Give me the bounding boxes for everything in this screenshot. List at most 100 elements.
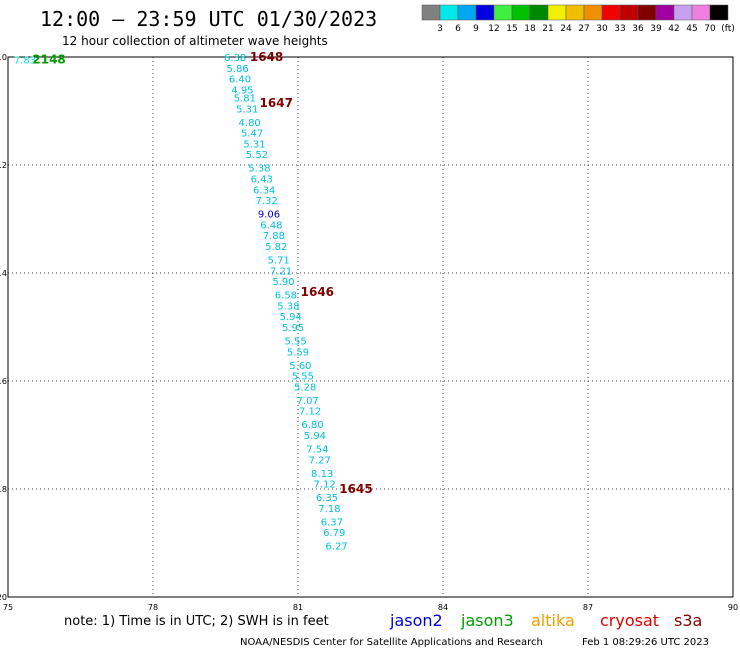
legend-label: 24: [560, 24, 572, 34]
legend-swatch: [637, 4, 657, 21]
swh-value-label: 6.58: [275, 291, 297, 302]
legend-swatch: [493, 4, 513, 21]
legend-swatch: [709, 4, 729, 21]
legend-swatch: [691, 4, 711, 21]
swh-value-label: 5.38: [277, 301, 299, 312]
legend-swatch: [601, 4, 621, 21]
swh-value-label: 7.54: [306, 445, 328, 456]
chart-title: 12:00 — 23:59 UTC 01/30/2023: [40, 7, 377, 31]
time-label: 1645: [339, 482, 372, 496]
satellite-name: jason2: [389, 611, 443, 630]
swh-value-label: 7.83: [14, 56, 36, 67]
grid: [8, 57, 733, 597]
swh-value-label: 5.86: [226, 64, 248, 75]
swh-value-label: 6.35: [316, 493, 338, 504]
x-tick-label: 90: [728, 603, 738, 612]
legend-swatch: [421, 4, 441, 21]
x-tick-label: 81: [293, 603, 303, 612]
swh-value-label: 5.71: [268, 256, 290, 267]
legend-label: 12: [488, 24, 499, 34]
legend-swatch: [547, 4, 567, 21]
swh-value-label: 5.95: [282, 323, 304, 334]
satellite-name: cryosat: [600, 611, 659, 630]
footer-timestamp: Feb 1 08:29:26 UTC 2023: [582, 637, 709, 648]
time-label: 1646: [301, 285, 334, 299]
chart-subtitle: 12 hour collection of altimeter wave hei…: [62, 34, 328, 48]
time-label: 2148: [32, 53, 65, 67]
legend-swatch: [565, 4, 585, 21]
time-labels: 1648 1647 1646 1645 2148: [32, 50, 372, 496]
legend-swatch: [475, 4, 495, 21]
plot-frame: [7, 56, 734, 598]
swh-value-label: 9.06: [258, 210, 280, 221]
swh-value-label: 6.48: [260, 220, 282, 231]
time-label: 1648: [250, 50, 283, 64]
swh-value-label: 5.47: [241, 129, 263, 140]
swh-value-label: 5.31: [236, 104, 258, 115]
swh-value-label: 6.38: [224, 53, 246, 64]
y-tick-label: -10: [0, 53, 7, 62]
y-tick-label: -14: [0, 269, 7, 278]
swh-value-label: 6.79: [323, 528, 345, 539]
swh-value-label: 7.07: [297, 396, 319, 407]
swh-value-label: 5.52: [246, 150, 268, 161]
x-tick-label: 78: [148, 603, 158, 612]
legend-swatch: [511, 4, 531, 21]
legend-swatch: [529, 4, 549, 21]
swh-value-label: 7.32: [255, 196, 277, 207]
swh-value-label: 7.18: [318, 504, 340, 515]
legend-swatch: [673, 4, 693, 21]
time-label: 1647: [260, 96, 293, 110]
legend-label: 15: [506, 24, 517, 34]
swh-value-label: 5.38: [248, 164, 270, 175]
swh-value-label: 6.27: [326, 542, 348, 553]
swh-value-label: 7.12: [313, 480, 335, 491]
swh-value-label: 6.80: [301, 420, 323, 431]
satellite-name: jason3: [460, 611, 514, 630]
legend-label: 45: [686, 24, 697, 34]
swh-value-label: 7.12: [299, 407, 321, 418]
swh-value-label: 5.60: [289, 361, 311, 372]
swh-value-label: 5.31: [243, 139, 265, 150]
swh-value-label: 4.80: [239, 118, 261, 129]
x-tick-label: 87: [583, 603, 593, 612]
legend-swatch: [457, 4, 477, 21]
legend-label: 21: [542, 24, 553, 34]
swh-value-label: 6.40: [229, 75, 251, 86]
legend-swatch: [583, 4, 603, 21]
swh-value-label: 5.55: [284, 337, 306, 348]
legend-label: 18: [524, 24, 536, 34]
legend-label: (ft): [721, 24, 735, 34]
legend-swatch: [655, 4, 675, 21]
legend-label: 42: [668, 24, 679, 34]
x-tick-label: 75: [3, 603, 13, 612]
y-tick-label: -12: [0, 161, 7, 170]
color-legend: 3 6 9 12 15 18 21 24 27 30 33 36 39 42 45 70 (ft): [421, 4, 735, 34]
x-tick-label: 84: [438, 603, 448, 612]
y-tick-label: -16: [0, 377, 7, 386]
y-tick-label: -18: [0, 485, 7, 494]
legend-label: 70: [704, 24, 716, 34]
swh-value-label: 5.28: [294, 382, 316, 393]
legend-label: 39: [650, 24, 662, 34]
legend-label: 33: [614, 24, 625, 34]
swh-value-label: 6.34: [253, 185, 275, 196]
legend-label: 30: [596, 24, 608, 34]
satellite-name: altika: [531, 611, 575, 630]
legend-label: 3: [437, 24, 443, 34]
legend-label: 27: [578, 24, 589, 34]
swh-value-label: 6.37: [321, 517, 343, 528]
swh-value-label: 5.59: [287, 347, 309, 358]
satellite-legend: jason2 jason3 altika cryosat s3a: [389, 611, 702, 630]
swh-value-label: 7.88: [263, 231, 285, 242]
swh-value-label: 5.82: [265, 242, 287, 253]
y-tick-label: -20: [0, 593, 7, 602]
swh-value-label: 7.21: [270, 266, 292, 277]
footer-credit: NOAA/NESDIS Center for Satellite Applica…: [240, 637, 543, 648]
data-labels: 7.83 6.385.866.404.955.815.314.805.475.31…: [14, 53, 348, 553]
legend-label: 36: [632, 24, 644, 34]
legend-label: 9: [473, 24, 479, 34]
note-text: note: 1) Time is in UTC; 2) SWH is in fe…: [64, 614, 329, 629]
swh-value-label: 5.94: [280, 312, 302, 323]
